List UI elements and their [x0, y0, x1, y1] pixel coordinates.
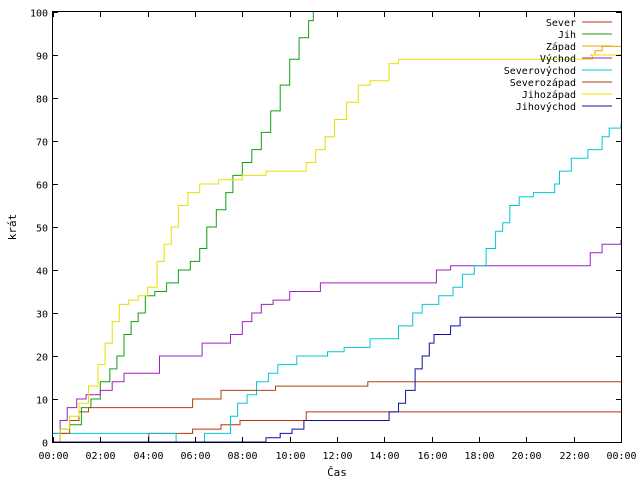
x-axis: 00:00 02:00 04:00 06:00 08:00 10:00 12:00 14:00… [38, 12, 637, 462]
x-tick-label: 06:00 [180, 451, 210, 462]
y-axis: 0 10 20 30 40 50 60 70 80 90 100 [30, 9, 621, 450]
y-tick-label: 50 [36, 224, 48, 235]
legend-label: Jih [558, 30, 576, 41]
legend-label: Severozápad [510, 77, 576, 89]
legend-label: Severovýchod [504, 65, 576, 77]
x-tick-label: 18:00 [464, 451, 494, 462]
y-tick-label: 90 [36, 52, 48, 63]
series-line [53, 123, 622, 443]
x-axis-label: Čas [327, 466, 347, 479]
x-tick-label: 00:00 [606, 451, 636, 462]
x-tick-label: 22:00 [559, 451, 589, 462]
series-line [147, 411, 621, 443]
series-line [53, 316, 621, 443]
legend-label: Jihozápad [522, 89, 576, 101]
x-tick-label: 02:00 [85, 451, 115, 462]
x-tick-label: 10:00 [275, 451, 305, 462]
y-tick-label: 80 [36, 95, 48, 106]
x-tick-label: 20:00 [511, 451, 541, 462]
y-tick-label: 40 [36, 267, 48, 278]
series-line [590, 45, 621, 56]
y-tick-label: 10 [36, 396, 48, 407]
legend-label: Sever [546, 18, 576, 29]
y-tick-label: 60 [36, 181, 48, 192]
y-tick-label: 30 [36, 310, 48, 321]
x-tick-label: 16:00 [417, 451, 447, 462]
x-tick-label: 00:00 [38, 451, 68, 462]
legend-label: Východ [540, 53, 576, 65]
series-line [53, 239, 622, 434]
y-tick-label: 0 [42, 439, 48, 450]
x-tick-label: 14:00 [369, 451, 399, 462]
y-tick-label: 100 [30, 9, 48, 20]
y-tick-label: 70 [36, 138, 48, 149]
x-tick-label: 04:00 [133, 451, 163, 462]
series-layer [53, 12, 622, 443]
y-axis-label: krát [6, 214, 19, 241]
y-tick-label: 20 [36, 353, 48, 364]
legend: SeverJihZápadVýchodSeverovýchodSeverozáp… [504, 18, 612, 113]
x-tick-label: 08:00 [227, 451, 257, 462]
x-tick-label: 12:00 [322, 451, 352, 462]
legend-label: Západ [546, 41, 576, 53]
series-line [53, 12, 314, 443]
plot-frame [52, 11, 622, 443]
legend-label: Jihovýchod [516, 101, 576, 113]
series-line [53, 54, 621, 443]
